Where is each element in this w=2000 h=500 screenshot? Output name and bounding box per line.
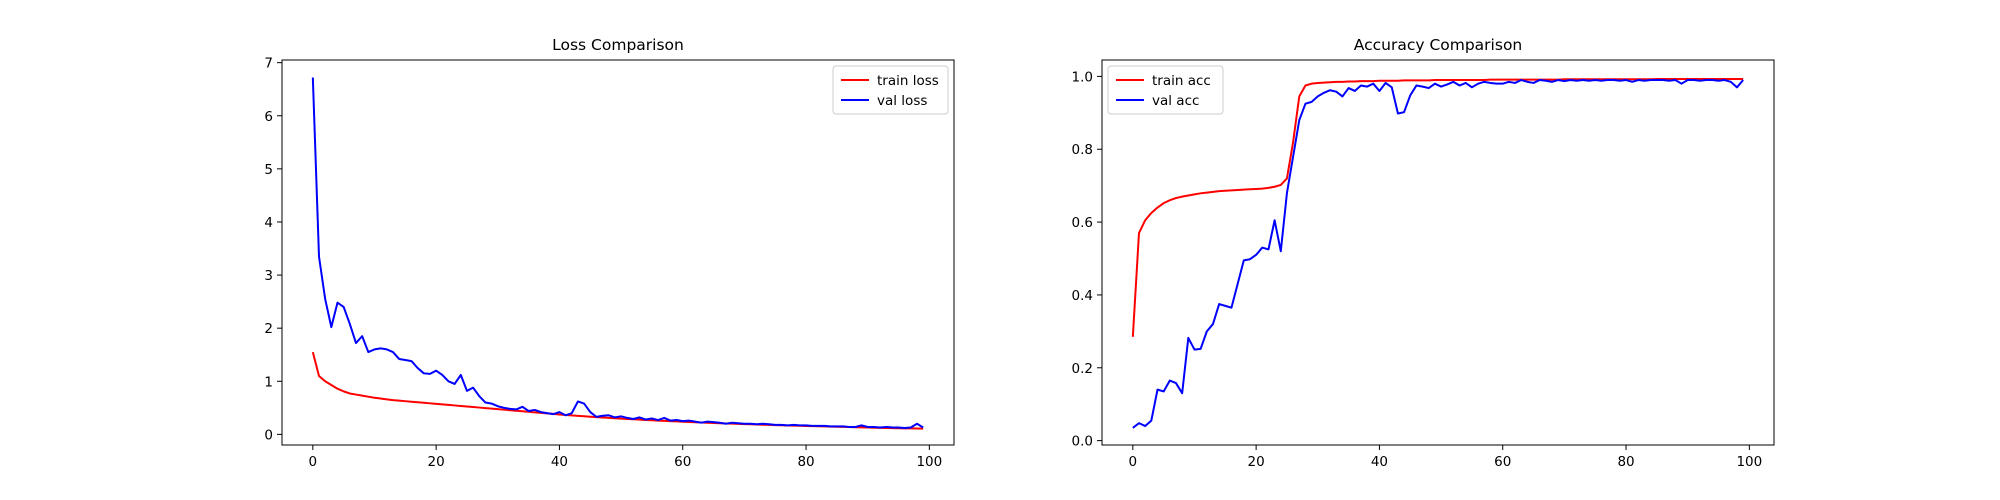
y-tick-label: 2 — [264, 321, 273, 337]
series-line-val-acc — [1132, 79, 1744, 429]
plot-area-frame — [281, 59, 955, 446]
x-tick-label: 60 — [1494, 454, 1511, 470]
legend: train acc val acc — [1107, 65, 1224, 115]
x-tick-label: 40 — [551, 454, 568, 470]
x-tick-label: 0 — [309, 454, 318, 470]
legend-label: train acc — [1152, 73, 1211, 89]
x-tick-label: 80 — [1617, 454, 1634, 470]
legend-box — [1107, 65, 1224, 115]
plot-area-frame — [1101, 59, 1775, 446]
x-tick-label: 0 — [1129, 454, 1138, 470]
legend-label: val acc — [1152, 93, 1199, 109]
y-tick-label: 7 — [264, 56, 273, 72]
legend-label: train loss — [877, 73, 939, 89]
series-line-val-loss — [311, 77, 924, 430]
y-tick-label: 0.6 — [1072, 215, 1093, 231]
x-tick-label: 100 — [1736, 454, 1762, 470]
y-tick-label: 0.0 — [1072, 434, 1093, 450]
y-tick-label: 5 — [264, 162, 273, 178]
y-tick-label: 0.2 — [1072, 361, 1093, 377]
x-tick-label: 40 — [1371, 454, 1388, 470]
y-tick-label: 0.4 — [1072, 288, 1093, 304]
y-tick-label: 6 — [264, 109, 273, 125]
y-tick-label: 1.0 — [1072, 69, 1093, 85]
x-tick-label: 80 — [797, 454, 814, 470]
loss-comparison-chart: Loss Comparison 0 20 40 60 80 100 0 1 2 3 4 5 6 7 train… — [264, 36, 955, 470]
y-tick-label: 0 — [264, 427, 273, 443]
y-tick-label: 0.8 — [1072, 142, 1093, 158]
accuracy-comparison-chart: Accuracy Comparison 0 20 40 60 80 100 0.0 0.2 0.4… — [1072, 36, 1775, 470]
x-tick-label: 100 — [916, 454, 942, 470]
legend: train loss val loss — [832, 65, 949, 115]
chart-title: Accuracy Comparison — [1354, 36, 1523, 54]
legend-box — [832, 65, 949, 115]
x-tick-label: 20 — [1248, 454, 1265, 470]
x-tick-label: 20 — [428, 454, 445, 470]
legend-label: val loss — [877, 93, 927, 109]
x-tick-label: 60 — [674, 454, 691, 470]
series-line-train-acc — [1131, 77, 1744, 337]
y-tick-label: 1 — [264, 374, 273, 390]
y-tick-label: 3 — [264, 268, 273, 284]
y-tick-label: 4 — [264, 215, 273, 231]
chart-title: Loss Comparison — [552, 36, 684, 54]
